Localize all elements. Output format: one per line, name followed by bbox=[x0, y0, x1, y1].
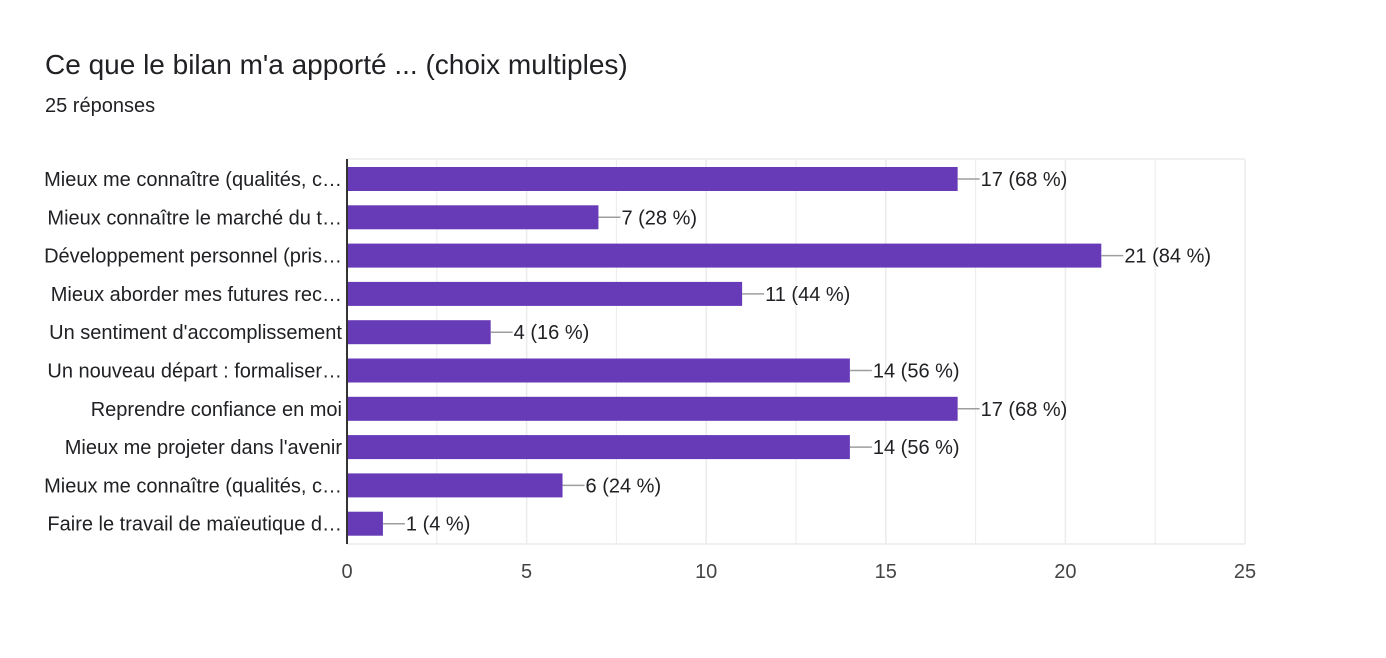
bar bbox=[347, 167, 958, 191]
bar bbox=[347, 435, 850, 460]
data-label: 1 (4 %) bbox=[406, 514, 470, 536]
data-label: 14 (56 %) bbox=[873, 437, 960, 459]
x-tick-label: 10 bbox=[695, 561, 717, 583]
category-label: Mieux me projeter dans l'avenir bbox=[65, 437, 343, 459]
bar bbox=[347, 396, 958, 421]
category-label: Un nouveau départ : formaliser… bbox=[47, 361, 342, 383]
bar bbox=[347, 511, 383, 536]
chart-title: Ce que le bilan m'a apporté ... (choix m… bbox=[45, 49, 628, 80]
x-tick-label: 20 bbox=[1054, 561, 1076, 583]
bar bbox=[347, 281, 743, 306]
category-label: Reprendre confiance en moi bbox=[91, 399, 342, 421]
data-label: 21 (84 %) bbox=[1124, 246, 1211, 268]
x-tick-label: 0 bbox=[341, 561, 352, 583]
x-tick-label: 15 bbox=[875, 561, 897, 583]
category-label: Mieux aborder mes futures rec… bbox=[51, 284, 342, 306]
bar bbox=[347, 243, 1102, 268]
category-label: Un sentiment d'accomplissement bbox=[49, 322, 342, 344]
axes: 0 5 10 15 20 25 bbox=[341, 159, 1256, 583]
category-label: Mieux me connaître (qualités, c… bbox=[44, 169, 342, 191]
data-label: 17 (68 %) bbox=[981, 399, 1068, 421]
data-label: 4 (16 %) bbox=[514, 322, 590, 344]
data-label: 7 (28 %) bbox=[621, 207, 697, 229]
x-tick-label: 5 bbox=[521, 561, 532, 583]
category-label: Mieux connaître le marché du t… bbox=[47, 207, 342, 229]
data-label: 6 (24 %) bbox=[586, 475, 662, 497]
x-tick-label: 25 bbox=[1234, 561, 1256, 583]
data-label: 17 (68 %) bbox=[981, 169, 1068, 191]
bar bbox=[347, 358, 850, 383]
category-label: Faire le travail de maïeutique d… bbox=[47, 514, 342, 536]
bars bbox=[347, 167, 1102, 536]
bar bbox=[347, 205, 599, 230]
data-label: 14 (56 %) bbox=[873, 361, 960, 383]
bar bbox=[347, 320, 491, 345]
bar bbox=[347, 473, 563, 498]
category-label: Mieux me connaître (qualités, c… bbox=[44, 475, 342, 497]
category-label: Développement personnel (pris… bbox=[44, 246, 342, 268]
data-label: 11 (44 %) bbox=[765, 284, 850, 306]
labels: Mieux me connaître (qualités, c… 17 (68 %… bbox=[44, 169, 1211, 536]
response-count: 25 réponses bbox=[45, 95, 156, 117]
